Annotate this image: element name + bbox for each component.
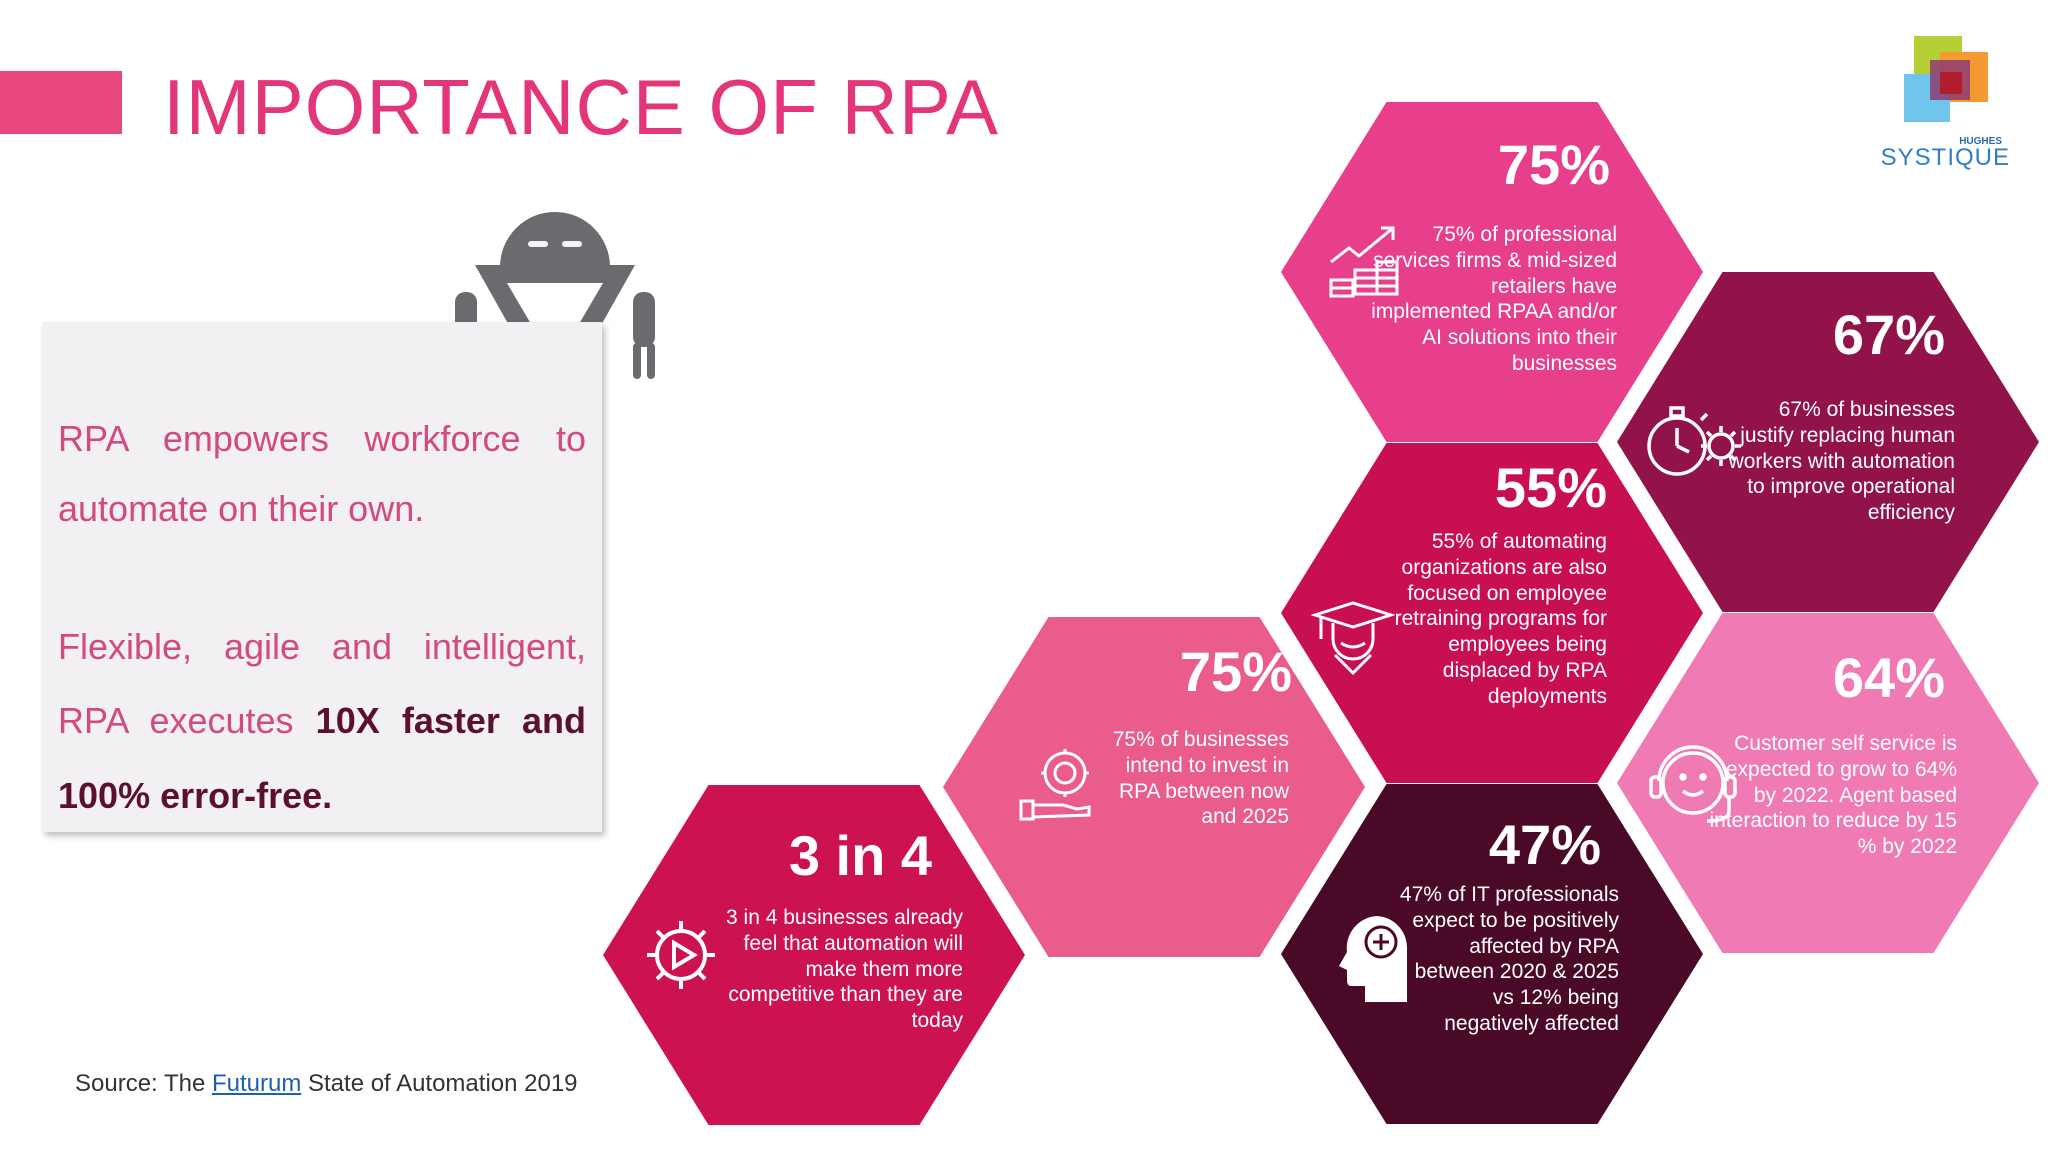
stat-value: 67% (1832, 303, 1945, 366)
title-accent-bar (0, 71, 122, 134)
stat-description: Customer self service is expected to gro… (1709, 732, 1958, 859)
source-suffix: State of Automation 2019 (301, 1070, 578, 1097)
growth-chart-coins-icon (1329, 226, 1399, 298)
stat-description: 75% of businesses intend to invest in RP… (1112, 728, 1289, 829)
stopwatch-gear-icon (1647, 406, 1741, 476)
stat-value: 55% (1494, 456, 1607, 519)
head-plus-icon (1339, 916, 1408, 1002)
hexagon-stat-67: 67% 67% of businesses justify replacing … (1617, 272, 2039, 612)
stat-description: 55% of automating organizations are also… (1394, 530, 1607, 708)
summary-line-3: Flexible, agile and intelligent, (58, 626, 586, 667)
summary-emphasis-2: 100% error-free. (58, 775, 333, 816)
stat-value: 3 in 4 (788, 824, 932, 887)
logo-word: SYSTIQUE (1880, 144, 2010, 171)
hexagon-stat-75-invest: 75% 75% of businesses intend to invest i… (943, 617, 1365, 957)
source-citation: Source: The Futurum State of Automation … (75, 1070, 578, 1098)
source-prefix: Source: The (75, 1070, 212, 1097)
hexagon-stat-64: 64% Customer self service is expected to… (1617, 613, 2039, 953)
headset-agent-icon (1649, 745, 1737, 823)
stat-value: 75% (1179, 640, 1292, 703)
hexagon-stat-75-professional: 75% 75% of professional services firms &… (1281, 102, 1703, 442)
summary-line-4: RPA executes 10X faster and (58, 700, 586, 742)
stat-value: 75% (1497, 133, 1610, 196)
stat-value: 64% (1832, 646, 1945, 709)
stat-description: 3 in 4 businesses already feel that auto… (726, 906, 963, 1033)
summary-emphasis-1: 10X faster and (315, 700, 586, 741)
gear-play-icon (647, 921, 715, 989)
logo-small-text: HUGHES (1959, 136, 2002, 147)
hand-gear-icon (1019, 749, 1091, 821)
hexagon-stat-55: 55% 55% of automating organizations are … (1281, 443, 1703, 783)
stat-description: 47% of IT professionals expect to be pos… (1399, 883, 1619, 1036)
futurum-link[interactable]: Futurum (211, 1070, 302, 1097)
hexagon-stat-3-in-4: 3 in 4 3 in 4 businesses already feel th… (603, 785, 1025, 1125)
stat-description: 75% of professional services firms & mid… (1371, 223, 1617, 376)
rpa-summary-box: RPA empowers workforce to automate on th… (42, 322, 602, 832)
page-title: IMPORTANCE OF RPA (163, 63, 1000, 151)
stat-value: 47% (1488, 813, 1601, 876)
summary-line-2: automate on their own. (58, 488, 425, 529)
summary-line-4-text: RPA executes (58, 700, 316, 741)
stat-description: 67% of businesses justify replacing huma… (1728, 398, 1955, 525)
graduate-cap-icon (1311, 601, 1395, 676)
hughes-systique-logo: HUGHES SYSTIQUE (1880, 28, 2010, 173)
summary-line-1: RPA empowers workforce to (58, 418, 586, 459)
hexagon-stat-47: 47% 47% of IT professionals expect to be… (1281, 784, 1703, 1124)
summary-line-5: 100% error-free. (58, 775, 586, 817)
